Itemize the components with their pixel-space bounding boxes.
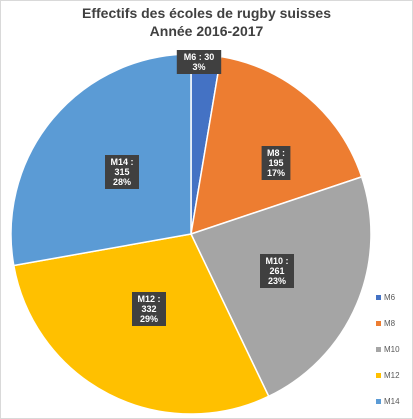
data-label-box [261, 146, 291, 180]
data-label-text: 315 [114, 167, 129, 177]
data-label-text: 28% [113, 177, 131, 187]
data-label-text: 332 [141, 304, 156, 314]
data-label-text: 23% [268, 276, 286, 286]
legend-swatch [376, 399, 381, 404]
legend-label: M12 [384, 371, 400, 380]
legend-label: M10 [384, 345, 400, 354]
legend-label: M6 [384, 293, 396, 302]
legend-label: M14 [384, 397, 400, 406]
legend-item-m6: M6 [376, 293, 396, 302]
data-label-box [132, 292, 166, 326]
data-label-box [260, 254, 294, 288]
legend-item-m12: M12 [376, 371, 400, 380]
data-label-text: 29% [140, 314, 158, 324]
legend-item-m10: M10 [376, 345, 400, 354]
chart-title: Effectifs des écoles de rugby suisses An… [0, 4, 413, 40]
legend-swatch [376, 373, 381, 378]
legend-item-m8: M8 [376, 319, 396, 328]
legend-swatch [376, 321, 381, 326]
data-label-box [105, 155, 139, 189]
data-label-text: M8 : [267, 148, 285, 158]
data-label-text: M14 : [110, 157, 133, 167]
data-label-text: M12 : [137, 294, 160, 304]
data-label-m6: M6 : 303% [176, 50, 222, 74]
chart-title-line-2: Année 2016-2017 [149, 23, 264, 39]
legend-swatch [376, 295, 381, 300]
legend-label: M8 [384, 319, 396, 328]
data-label-text: 3% [192, 62, 205, 72]
data-label-text: 261 [269, 266, 284, 276]
data-label-text: M10 : [265, 256, 288, 266]
data-label-text: 195 [268, 158, 283, 168]
legend-swatch [376, 347, 381, 352]
legend: M6 M8 M10 M12 M14 [376, 293, 400, 406]
data-label-box [176, 50, 222, 74]
pie-slice-m14 [10, 53, 192, 267]
data-label-text: 17% [267, 168, 285, 178]
pie-slices [10, 53, 372, 415]
chart-title-line-1: Effectifs des écoles de rugby suisses [82, 5, 331, 21]
data-label-text: M6 : 30 [184, 52, 215, 62]
legend-item-m14: M14 [376, 397, 400, 406]
pie-slice-m8 [190, 55, 363, 236]
